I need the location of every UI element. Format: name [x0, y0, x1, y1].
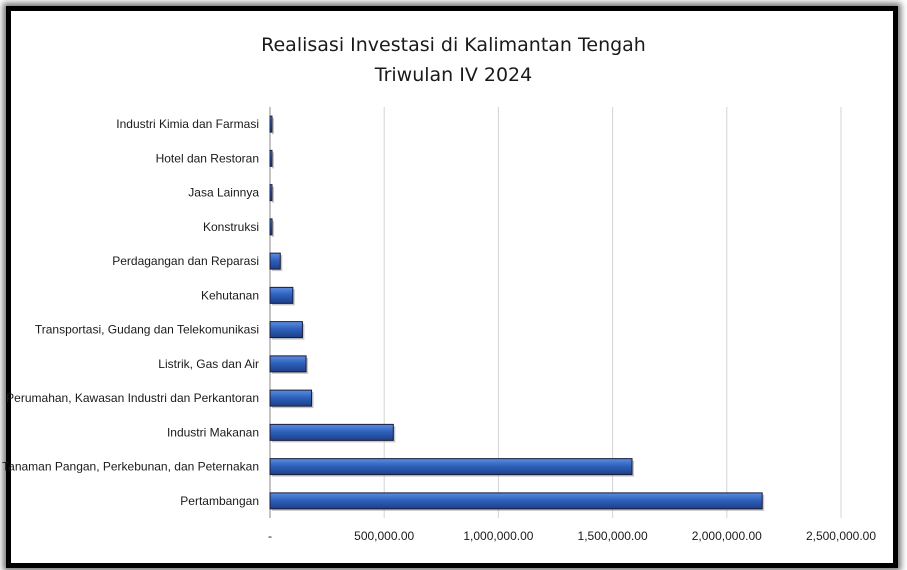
bar: [269, 492, 763, 510]
category-label: Jasa Lainnya: [188, 186, 259, 200]
category-label: Konstruksi: [203, 220, 259, 234]
bar-shadow: [272, 220, 275, 237]
bar: [269, 149, 273, 167]
label-layer: Pertambangan Tanaman Pangan, Perkebunan, …: [2, 117, 259, 508]
x-tick-label: -: [268, 529, 272, 543]
category-label: Pertambangan: [180, 494, 259, 508]
category-label: Kehutanan: [201, 288, 259, 302]
grid-layer: [269, 107, 842, 518]
bar: [269, 321, 303, 339]
bar-shadow: [272, 186, 274, 203]
bar: [269, 286, 294, 304]
bar-layer: [269, 115, 765, 511]
bar: [269, 423, 394, 441]
category-label: Industri Kimia dan Farmasi: [116, 117, 259, 131]
category-label: Perumahan, Kawasan Industri dan Perkanto…: [6, 391, 259, 405]
category-label: Hotel dan Restoran: [156, 151, 259, 165]
bar: [269, 184, 273, 202]
bar: [269, 115, 273, 133]
bar: [269, 355, 307, 373]
x-tick-label: 500,000.00: [354, 529, 414, 543]
x-tick-label: 1,500,000.00: [578, 529, 648, 543]
category-label: Industri Makanan: [167, 425, 259, 439]
category-label: Tanaman Pangan, Perkebunan, dan Peternak…: [2, 460, 259, 474]
category-label: Transportasi, Gudang dan Telekomunikasi: [35, 323, 259, 337]
chart-title: Realisasi Investasi di Kalimantan Tengah: [261, 34, 646, 56]
x-tick-label: 1,000,000.00: [463, 529, 533, 543]
category-label: Perdagangan dan Reparasi: [112, 254, 259, 268]
bar: [269, 458, 633, 476]
x-tick-label: 2,000,000.00: [692, 529, 762, 543]
tick-layer: - 500,000.00 1,000,000.00 1,500,000.00 2,000…: [268, 529, 876, 543]
bar: [269, 389, 313, 407]
x-tick-label: 2,500,000.00: [806, 529, 876, 543]
bar-shadow: [272, 118, 274, 135]
bar: [269, 252, 281, 270]
chart-subtitle: Triwulan IV 2024: [374, 64, 533, 86]
bar: [269, 218, 273, 236]
bar-shadow: [272, 152, 274, 169]
category-label: Listrik, Gas dan Air: [158, 357, 259, 371]
